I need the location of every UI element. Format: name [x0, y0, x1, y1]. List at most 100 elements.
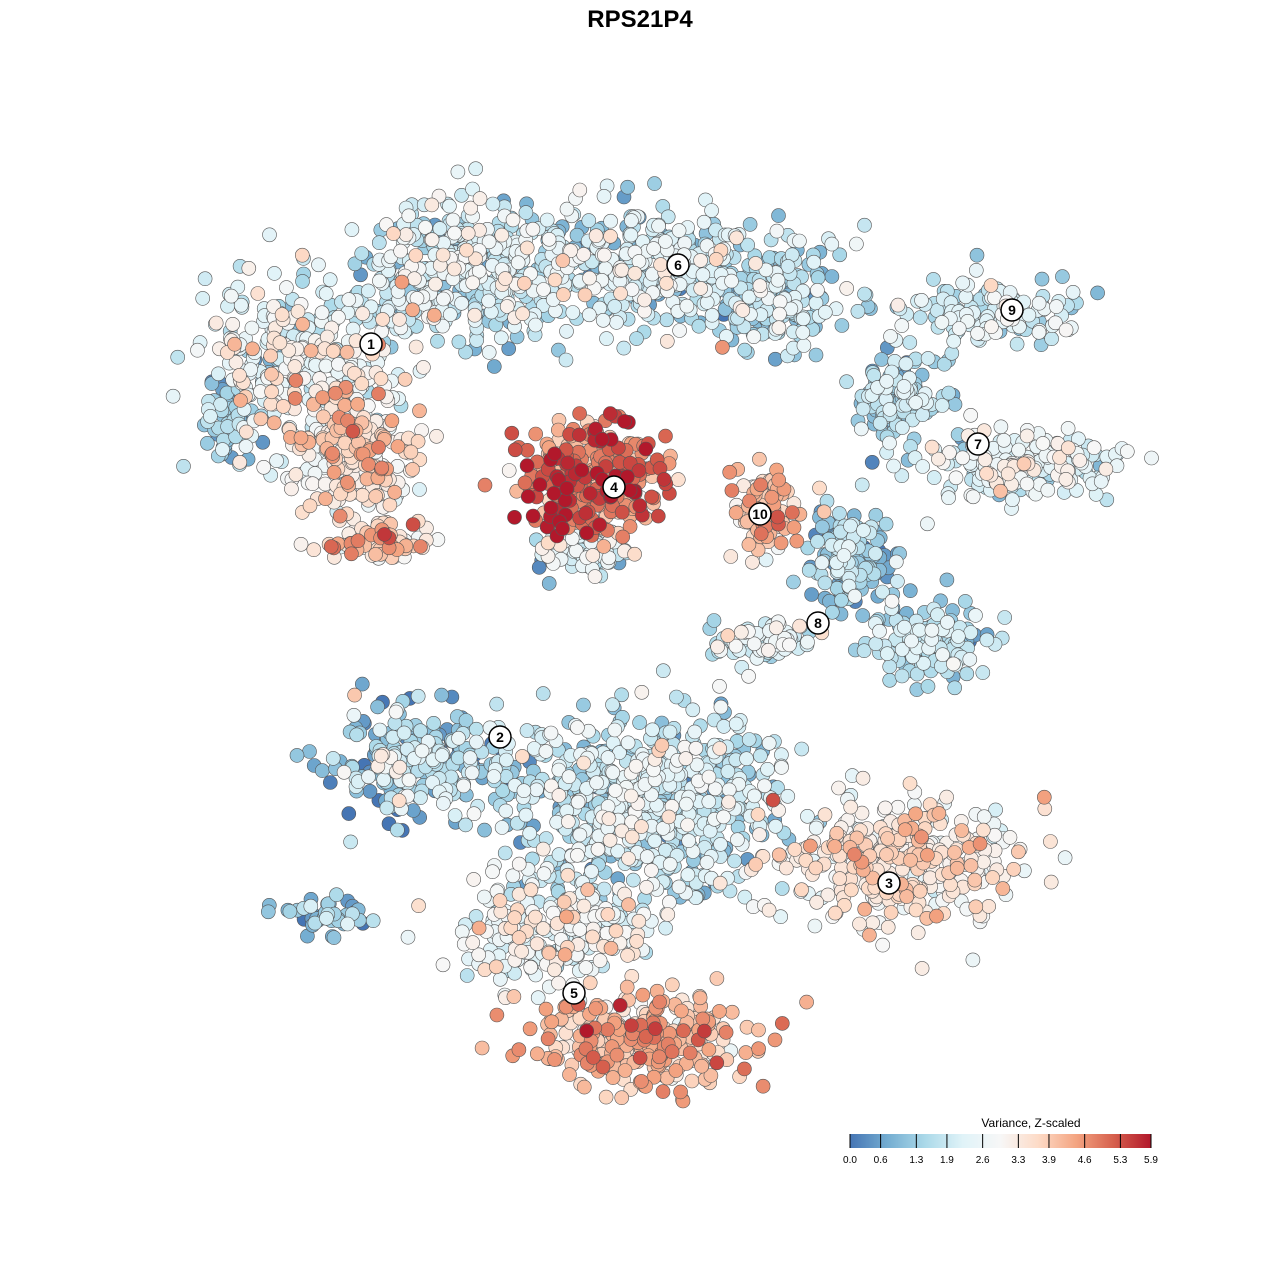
data-point	[760, 761, 775, 777]
data-point	[516, 783, 532, 799]
data-point	[614, 687, 629, 703]
data-point	[264, 384, 279, 400]
data-point	[267, 266, 282, 281]
data-point	[354, 246, 370, 261]
data-point	[995, 881, 1011, 896]
data-point	[451, 334, 467, 350]
data-point	[519, 240, 535, 256]
data-point	[658, 428, 673, 444]
data-point	[662, 894, 677, 910]
data-point	[492, 893, 508, 908]
data-point	[615, 529, 631, 545]
data-point	[468, 721, 484, 737]
data-point	[603, 940, 619, 956]
data-point	[354, 376, 370, 391]
data-point	[238, 439, 254, 454]
data-point	[664, 1044, 680, 1059]
data-point	[940, 614, 955, 630]
data-point	[224, 288, 239, 304]
data-point	[562, 1067, 577, 1082]
data-point	[935, 647, 950, 663]
data-point	[829, 825, 845, 841]
data-point	[518, 807, 534, 823]
data-point	[547, 1052, 562, 1067]
data-point	[671, 879, 687, 895]
data-point	[655, 1084, 671, 1099]
data-point	[488, 959, 504, 975]
data-point	[817, 807, 833, 823]
data-point	[481, 345, 497, 360]
data-point	[551, 788, 567, 803]
data-point	[774, 1016, 790, 1031]
data-point	[302, 744, 317, 759]
data-point	[397, 371, 413, 387]
data-point	[894, 668, 910, 684]
data-point	[323, 539, 339, 554]
data-point	[660, 209, 676, 225]
data-point	[658, 920, 673, 936]
data-point	[262, 227, 277, 243]
data-point	[890, 297, 906, 313]
data-point	[959, 666, 975, 682]
data-point	[486, 769, 502, 784]
data-point	[507, 910, 522, 926]
data-point	[493, 330, 509, 346]
data-point	[787, 842, 803, 857]
data-point	[715, 339, 730, 355]
data-point	[541, 232, 557, 247]
data-point	[827, 839, 843, 854]
data-point	[761, 902, 777, 918]
data-point	[315, 409, 331, 425]
data-point	[485, 864, 500, 880]
data-point	[570, 794, 586, 810]
data-point	[970, 326, 985, 341]
data-point	[372, 722, 388, 738]
data-point	[894, 468, 910, 484]
data-point	[371, 439, 386, 455]
data-point	[481, 293, 496, 309]
data-point	[436, 291, 451, 307]
data-point	[407, 271, 422, 287]
data-point	[489, 696, 505, 712]
data-point	[868, 546, 883, 561]
data-point	[588, 1001, 603, 1016]
data-point	[765, 792, 781, 808]
data-point	[472, 191, 488, 206]
data-point	[635, 987, 651, 1003]
data-point	[350, 396, 366, 412]
data-point	[387, 484, 403, 500]
data-point	[688, 740, 704, 756]
data-point	[976, 809, 992, 825]
data-point	[847, 588, 863, 604]
data-point	[746, 788, 762, 804]
data-point	[926, 470, 942, 485]
data-point	[646, 241, 661, 256]
data-point	[767, 1032, 783, 1048]
data-point	[582, 975, 598, 991]
data-point	[485, 196, 501, 212]
data-point	[832, 506, 847, 521]
data-point	[691, 318, 707, 334]
data-point	[755, 1078, 771, 1094]
data-point	[810, 282, 825, 298]
data-point	[735, 303, 751, 318]
data-point	[807, 918, 823, 934]
data-point	[687, 724, 703, 740]
data-point	[501, 463, 517, 478]
data-point	[772, 306, 787, 322]
data-point	[601, 811, 617, 827]
data-point	[955, 275, 971, 291]
data-point	[410, 688, 426, 704]
data-point	[1031, 324, 1047, 340]
data-point	[963, 407, 979, 423]
data-point	[1035, 436, 1051, 451]
data-point	[347, 687, 362, 703]
data-point	[673, 1084, 688, 1100]
data-point	[724, 483, 740, 498]
data-point	[786, 520, 802, 535]
data-point	[693, 281, 709, 296]
data-point	[266, 415, 282, 431]
data-point	[253, 411, 269, 427]
data-point	[610, 843, 626, 859]
data-point	[681, 833, 697, 849]
